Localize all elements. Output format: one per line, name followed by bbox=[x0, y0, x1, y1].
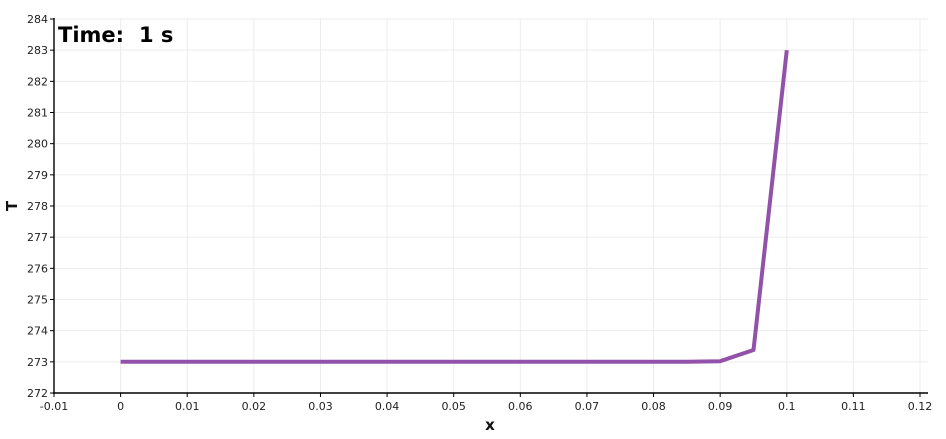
x-tick-label: -0.01 bbox=[40, 400, 68, 413]
x-tick-label: 0.06 bbox=[508, 400, 533, 413]
y-tick-label: 282 bbox=[27, 75, 48, 88]
time-label: Time: bbox=[58, 23, 124, 47]
y-tick-label: 277 bbox=[27, 231, 48, 244]
y-tick-label: 284 bbox=[27, 13, 48, 26]
x-tick-label: 0.08 bbox=[641, 400, 666, 413]
x-tick-label: 0.05 bbox=[441, 400, 466, 413]
y-tick-label: 278 bbox=[27, 200, 48, 213]
grid-lines bbox=[53, 18, 928, 394]
x-tick-label: 0.1 bbox=[778, 400, 796, 413]
x-tick-label: 0.04 bbox=[375, 400, 400, 413]
series-layer bbox=[120, 49, 789, 364]
y-tick-label: 276 bbox=[27, 262, 48, 275]
y-axis-title: T bbox=[3, 200, 21, 211]
y-tick-label: 279 bbox=[27, 169, 48, 182]
series-line bbox=[120, 49, 789, 364]
x-tick-label: 0.02 bbox=[242, 400, 267, 413]
y-tick-label: 281 bbox=[27, 107, 48, 120]
time-value: 1 s bbox=[139, 23, 173, 47]
x-tick-label: 0.03 bbox=[308, 400, 333, 413]
y-tick-label: 280 bbox=[27, 138, 48, 151]
y-tick-label: 272 bbox=[27, 387, 48, 400]
x-tick-label: 0.11 bbox=[841, 400, 866, 413]
x-tick-label: 0 bbox=[117, 400, 124, 413]
x-axis-title: x bbox=[485, 416, 495, 434]
y-tick-label: 283 bbox=[27, 44, 48, 57]
y-axis-ticks: 272 273 274 275 276 277 278 279 280 281 282 283 284 bbox=[27, 13, 54, 400]
y-tick-label: 275 bbox=[27, 294, 48, 307]
x-tick-label: 0.09 bbox=[708, 400, 733, 413]
x-axis-ticks: -0.01 0 0.01 0.02 0.03 0.04 0.05 0.06 0.07 0.08 0.… bbox=[40, 393, 932, 413]
x-tick-label: 0.07 bbox=[575, 400, 600, 413]
x-tick-label: 0.12 bbox=[908, 400, 933, 413]
y-tick-label: 274 bbox=[27, 325, 48, 338]
y-tick-label: 273 bbox=[27, 356, 48, 369]
x-tick-label: 0.01 bbox=[175, 400, 200, 413]
